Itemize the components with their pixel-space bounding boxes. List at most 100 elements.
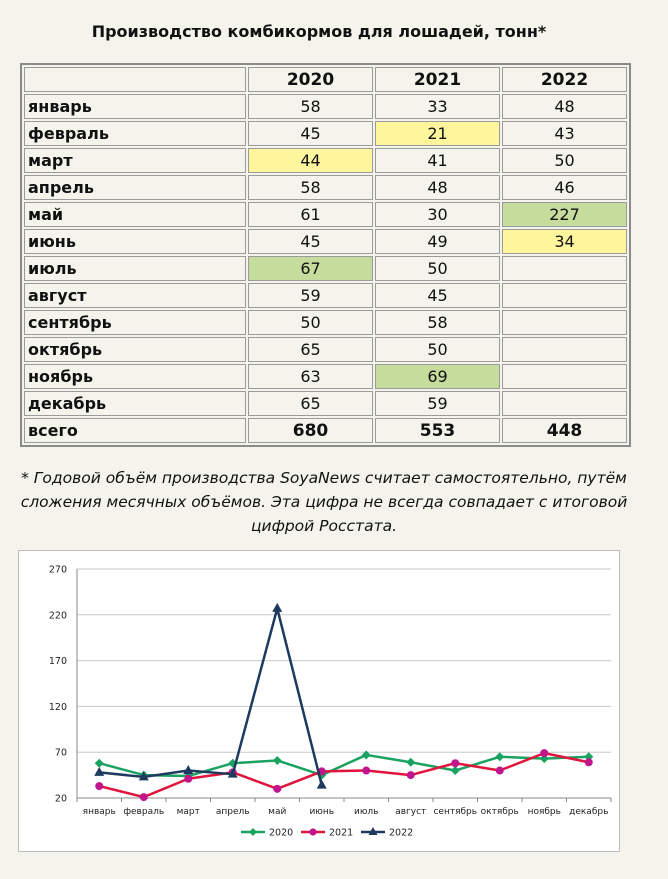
month-cell: июль (24, 256, 246, 281)
data-point-2020 (228, 758, 238, 768)
value-cell: 50 (375, 256, 500, 281)
x-tick-label: сентябрь (433, 807, 477, 817)
value-cell: 67 (248, 256, 373, 281)
legend-label: 2022 (389, 828, 413, 839)
month-cell: март (24, 148, 246, 173)
header-corner-cell (24, 67, 246, 92)
data-point-2020 (94, 758, 104, 768)
total-value-cell: 553 (375, 418, 500, 443)
value-cell: 41 (375, 148, 500, 173)
y-tick-label: 270 (49, 565, 67, 576)
legend-label: 2021 (329, 828, 353, 839)
header-year-cell: 2022 (502, 67, 627, 92)
table-row: апрель 58 48 46 (24, 175, 627, 200)
value-cell: 58 (248, 175, 373, 200)
data-point-2021 (273, 784, 282, 793)
month-cell: ноябрь (24, 364, 246, 389)
x-tick-label: октябрь (481, 807, 519, 817)
value-cell: 227 (502, 202, 627, 227)
data-point-2022 (183, 765, 194, 775)
legend-marker-2020 (249, 828, 257, 836)
data-point-2021 (406, 771, 415, 780)
value-cell: 65 (248, 337, 373, 362)
legend-marker-2021 (309, 828, 317, 836)
data-point-2021 (139, 793, 148, 802)
table-row: май 61 30 227 (24, 202, 627, 227)
value-cell (502, 391, 627, 416)
total-row: всего 680 553 448 (24, 418, 627, 443)
month-cell: октябрь (24, 337, 246, 362)
value-cell: 45 (375, 283, 500, 308)
table-row: январь 58 33 48 (24, 94, 627, 119)
value-cell (502, 337, 627, 362)
y-tick-label: 20 (55, 794, 67, 805)
value-cell: 63 (248, 364, 373, 389)
value-cell: 48 (375, 175, 500, 200)
value-cell: 44 (248, 148, 373, 173)
data-point-2022 (94, 766, 105, 776)
footnote: * Годовой объём производства SoyaNews сч… (20, 469, 628, 535)
line-chart: 20 70 120 170 220 270 январь февраль март апрель м… (49, 565, 612, 839)
month-cell: август (24, 283, 246, 308)
table-row: июль 67 50 (24, 256, 627, 281)
series-line-2022 (99, 607, 323, 786)
data-point-2022 (138, 771, 149, 781)
x-tick-label: август (395, 807, 426, 817)
chart-panel: 20 70 120 170 220 270 январь февраль март апрель м… (18, 550, 620, 852)
value-cell: 46 (502, 175, 627, 200)
value-cell: 34 (502, 229, 627, 254)
data-point-2020 (406, 757, 416, 767)
value-cell (502, 256, 627, 281)
data-point-2022 (227, 768, 238, 778)
header-year-cell: 2020 (248, 67, 373, 92)
value-cell: 50 (248, 310, 373, 335)
value-cell: 69 (375, 364, 500, 389)
data-point-2020 (272, 755, 282, 765)
data-point-2020 (361, 750, 371, 760)
month-cell: декабрь (24, 391, 246, 416)
value-cell: 43 (502, 121, 627, 146)
value-cell (502, 283, 627, 308)
table-row: ноябрь 63 69 (24, 364, 627, 389)
value-cell: 50 (375, 337, 500, 362)
legend-marker-2022 (368, 827, 378, 835)
x-tick-label: декабрь (569, 807, 608, 817)
value-cell: 45 (248, 121, 373, 146)
production-table-frame: 2020 2021 2022 январь 58 33 48 февраль 45 21 43 мар… (20, 63, 631, 447)
data-point-2021 (184, 774, 193, 783)
data-point-2022 (316, 779, 327, 789)
total-value-cell: 448 (502, 418, 627, 443)
data-point-2021 (95, 782, 104, 791)
value-cell: 50 (502, 148, 627, 173)
value-cell: 58 (375, 310, 500, 335)
table-row: март 44 41 50 (24, 148, 627, 173)
data-point-2021 (362, 766, 371, 775)
data-point-2020 (450, 766, 460, 776)
y-tick-label: 220 (49, 610, 67, 621)
table-row: февраль 45 21 43 (24, 121, 627, 146)
value-cell: 65 (248, 391, 373, 416)
page-title: Производство комбикормов для лошадей, то… (91, 22, 547, 41)
value-cell: 48 (502, 94, 627, 119)
x-tick-label: февраль (123, 807, 164, 817)
data-point-2022 (272, 602, 283, 612)
y-tick-label: 120 (49, 702, 67, 713)
month-cell: февраль (24, 121, 246, 146)
table-row: октябрь 65 50 (24, 337, 627, 362)
x-tick-label: апрель (216, 807, 250, 817)
value-cell: 49 (375, 229, 500, 254)
month-cell: сентябрь (24, 310, 246, 335)
y-tick-label: 70 (55, 748, 67, 759)
series-line-2020 (98, 753, 589, 778)
table-row: июнь 45 49 34 (24, 229, 627, 254)
table-row: август 59 45 (24, 283, 627, 308)
value-cell (502, 310, 627, 335)
value-cell: 30 (375, 202, 500, 227)
series-line-2021 (98, 751, 590, 799)
data-point-2021 (540, 749, 549, 758)
month-cell: апрель (24, 175, 246, 200)
month-cell: май (24, 202, 246, 227)
data-point-2021 (584, 758, 593, 767)
table-row: декабрь 65 59 (24, 391, 627, 416)
table-row: сентябрь 50 58 (24, 310, 627, 335)
